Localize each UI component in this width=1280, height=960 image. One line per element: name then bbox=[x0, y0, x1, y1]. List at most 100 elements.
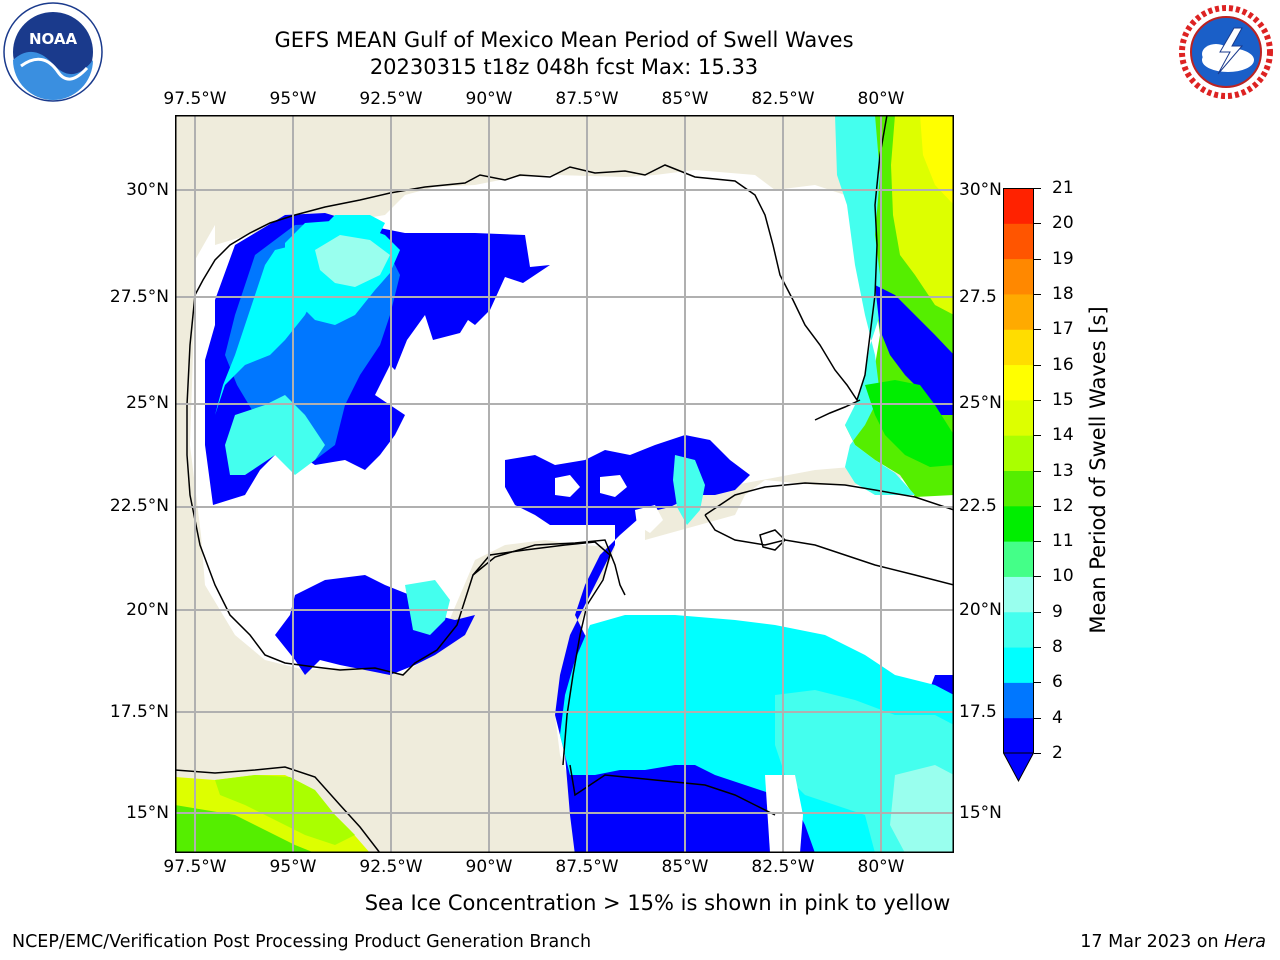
lat-label-left: 25°N bbox=[126, 393, 169, 413]
colorbar-tick bbox=[1034, 188, 1041, 189]
lon-label-top: 80°W bbox=[857, 89, 905, 109]
colorbar-tick-label: 13 bbox=[1052, 460, 1074, 481]
colorbar-tick bbox=[1034, 435, 1041, 437]
lat-label-left: 15°N bbox=[126, 803, 169, 823]
colorbar-tick-label: 4 bbox=[1052, 707, 1063, 728]
coastline-gulf bbox=[194, 115, 888, 402]
swell-region-north-pale bbox=[315, 235, 390, 287]
colorbar-band bbox=[1003, 541, 1034, 577]
colorbar-band bbox=[1003, 435, 1034, 471]
colorbar-tick bbox=[1034, 505, 1041, 507]
colorbar-band bbox=[1003, 223, 1034, 260]
lat-label-right: 20°N bbox=[959, 600, 1002, 620]
colorbar-tick-label: 18 bbox=[1052, 283, 1074, 304]
colorbar-tick bbox=[1034, 293, 1041, 295]
swell-region-atlantic-cyan bbox=[835, 115, 915, 495]
lon-label-top: 85°W bbox=[661, 89, 709, 109]
lat-label-left: 17.5°N bbox=[109, 702, 169, 722]
nws-logo bbox=[1178, 4, 1274, 100]
map-frame bbox=[175, 115, 954, 853]
colorbar-tick bbox=[1034, 717, 1041, 719]
colorbar-band bbox=[1003, 364, 1034, 401]
lon-label-top: 92.5°W bbox=[359, 89, 423, 109]
colorbar-tick-label: 19 bbox=[1052, 248, 1074, 269]
swell-region-pacific-green bbox=[175, 805, 315, 853]
lon-label-top: 97.5°W bbox=[163, 89, 227, 109]
coastline-isle-of-youth bbox=[759, 529, 787, 551]
colorbar-tick bbox=[1034, 647, 1041, 649]
colorbar-tick-label: 10 bbox=[1052, 566, 1074, 587]
lat-label-left: 20°N bbox=[126, 600, 169, 620]
open-water-hole-3 bbox=[635, 505, 663, 533]
gulf-map bbox=[175, 115, 954, 853]
colorbar-tick-label: 15 bbox=[1052, 389, 1074, 410]
noaa-logo: NOAA bbox=[3, 2, 103, 102]
open-water-hole-2 bbox=[600, 475, 627, 497]
colorbar-tick-label: 12 bbox=[1052, 495, 1074, 516]
colorbar bbox=[1003, 188, 1034, 783]
colorbar-tick-label: 9 bbox=[1052, 601, 1063, 622]
coastline-cuba bbox=[704, 482, 954, 586]
colorbar-frame bbox=[1003, 188, 1034, 754]
lon-label-top: 87.5°W bbox=[555, 89, 619, 109]
colorbar-tick-label: 16 bbox=[1052, 354, 1074, 375]
open-water-hole-1 bbox=[555, 475, 580, 497]
lat-label-right: 22.5 bbox=[959, 496, 997, 516]
run-date: 17 Mar 2023 on Hera bbox=[1080, 932, 1266, 952]
swell-region-florida-blue bbox=[875, 285, 954, 415]
colorbar-tick bbox=[1034, 682, 1041, 684]
colorbar-tick-label: 11 bbox=[1052, 531, 1074, 552]
lat-label-right: 27.5 bbox=[959, 287, 997, 307]
colorbar-band bbox=[1003, 399, 1034, 436]
credit-text: NCEP/EMC/Verification Post Processing Pr… bbox=[12, 932, 592, 952]
colorbar-tick bbox=[1034, 399, 1041, 401]
colorbar-band bbox=[1003, 717, 1034, 754]
swell-region-keys-green bbox=[865, 380, 954, 467]
colorbar-tick bbox=[1034, 576, 1041, 578]
swell-field bbox=[175, 115, 954, 853]
colorbar-tick-label: 21 bbox=[1052, 178, 1074, 198]
colorbar-band bbox=[1003, 682, 1034, 719]
lat-label-right: 30°N bbox=[959, 180, 1002, 200]
colorbar-tick-label: 14 bbox=[1052, 425, 1074, 446]
lat-label-right: 17.5 bbox=[959, 702, 997, 722]
lon-label-bottom: 87.5°W bbox=[555, 857, 619, 877]
lat-label-left: 22.5°N bbox=[109, 496, 169, 516]
swell-region-west-cyan bbox=[225, 395, 325, 475]
swell-region-caribbean-pale2 bbox=[890, 765, 954, 853]
run-date-text: 17 Mar 2023 on bbox=[1080, 932, 1225, 952]
lon-label-bottom: 90°W bbox=[465, 857, 513, 877]
colorbar-tick bbox=[1034, 470, 1041, 472]
colorbar-tick bbox=[1034, 364, 1041, 366]
swell-region-atlantic-yellow-core bbox=[920, 115, 954, 205]
colorbar-tick bbox=[1034, 223, 1041, 225]
colorbar-tick-label: 2 bbox=[1052, 743, 1063, 763]
chart-title: GEFS MEAN Gulf of Mexico Mean Period of … bbox=[274, 28, 854, 52]
colorbar-tick bbox=[1034, 329, 1041, 331]
colorbar-band bbox=[1003, 470, 1034, 507]
colorbar-band bbox=[1003, 293, 1034, 330]
lat-label-right: 15°N bbox=[959, 803, 1002, 823]
lon-label-top: 82.5°W bbox=[751, 89, 815, 109]
colorbar-label: Mean Period of Swell Waves [s] bbox=[1086, 306, 1110, 634]
lon-label-bottom: 85°W bbox=[661, 857, 709, 877]
lon-label-top: 90°W bbox=[465, 89, 513, 109]
coastline-yucatan bbox=[472, 539, 626, 596]
lon-label-bottom: 97.5°W bbox=[163, 857, 227, 877]
swell-region-pacific-light bbox=[215, 775, 355, 845]
colorbar-tick bbox=[1034, 541, 1041, 543]
colorbar-band bbox=[1003, 647, 1034, 683]
colorbar-band bbox=[1003, 188, 1034, 224]
colorbar-tick bbox=[1034, 258, 1041, 260]
colorbar-band bbox=[1003, 611, 1034, 648]
colorbar-tick bbox=[1034, 611, 1041, 613]
swell-region-campeche-cyan bbox=[405, 580, 450, 635]
machine-name: Hera bbox=[1224, 932, 1266, 952]
lon-label-bottom: 95°W bbox=[269, 857, 317, 877]
colorbar-tick bbox=[1034, 753, 1041, 754]
colorbar-tick-label: 20 bbox=[1052, 213, 1074, 234]
colorbar-band bbox=[1003, 576, 1034, 613]
lon-label-bottom: 80°W bbox=[857, 857, 905, 877]
colorbar-band bbox=[1003, 258, 1034, 295]
colorbar-band bbox=[1003, 505, 1034, 542]
